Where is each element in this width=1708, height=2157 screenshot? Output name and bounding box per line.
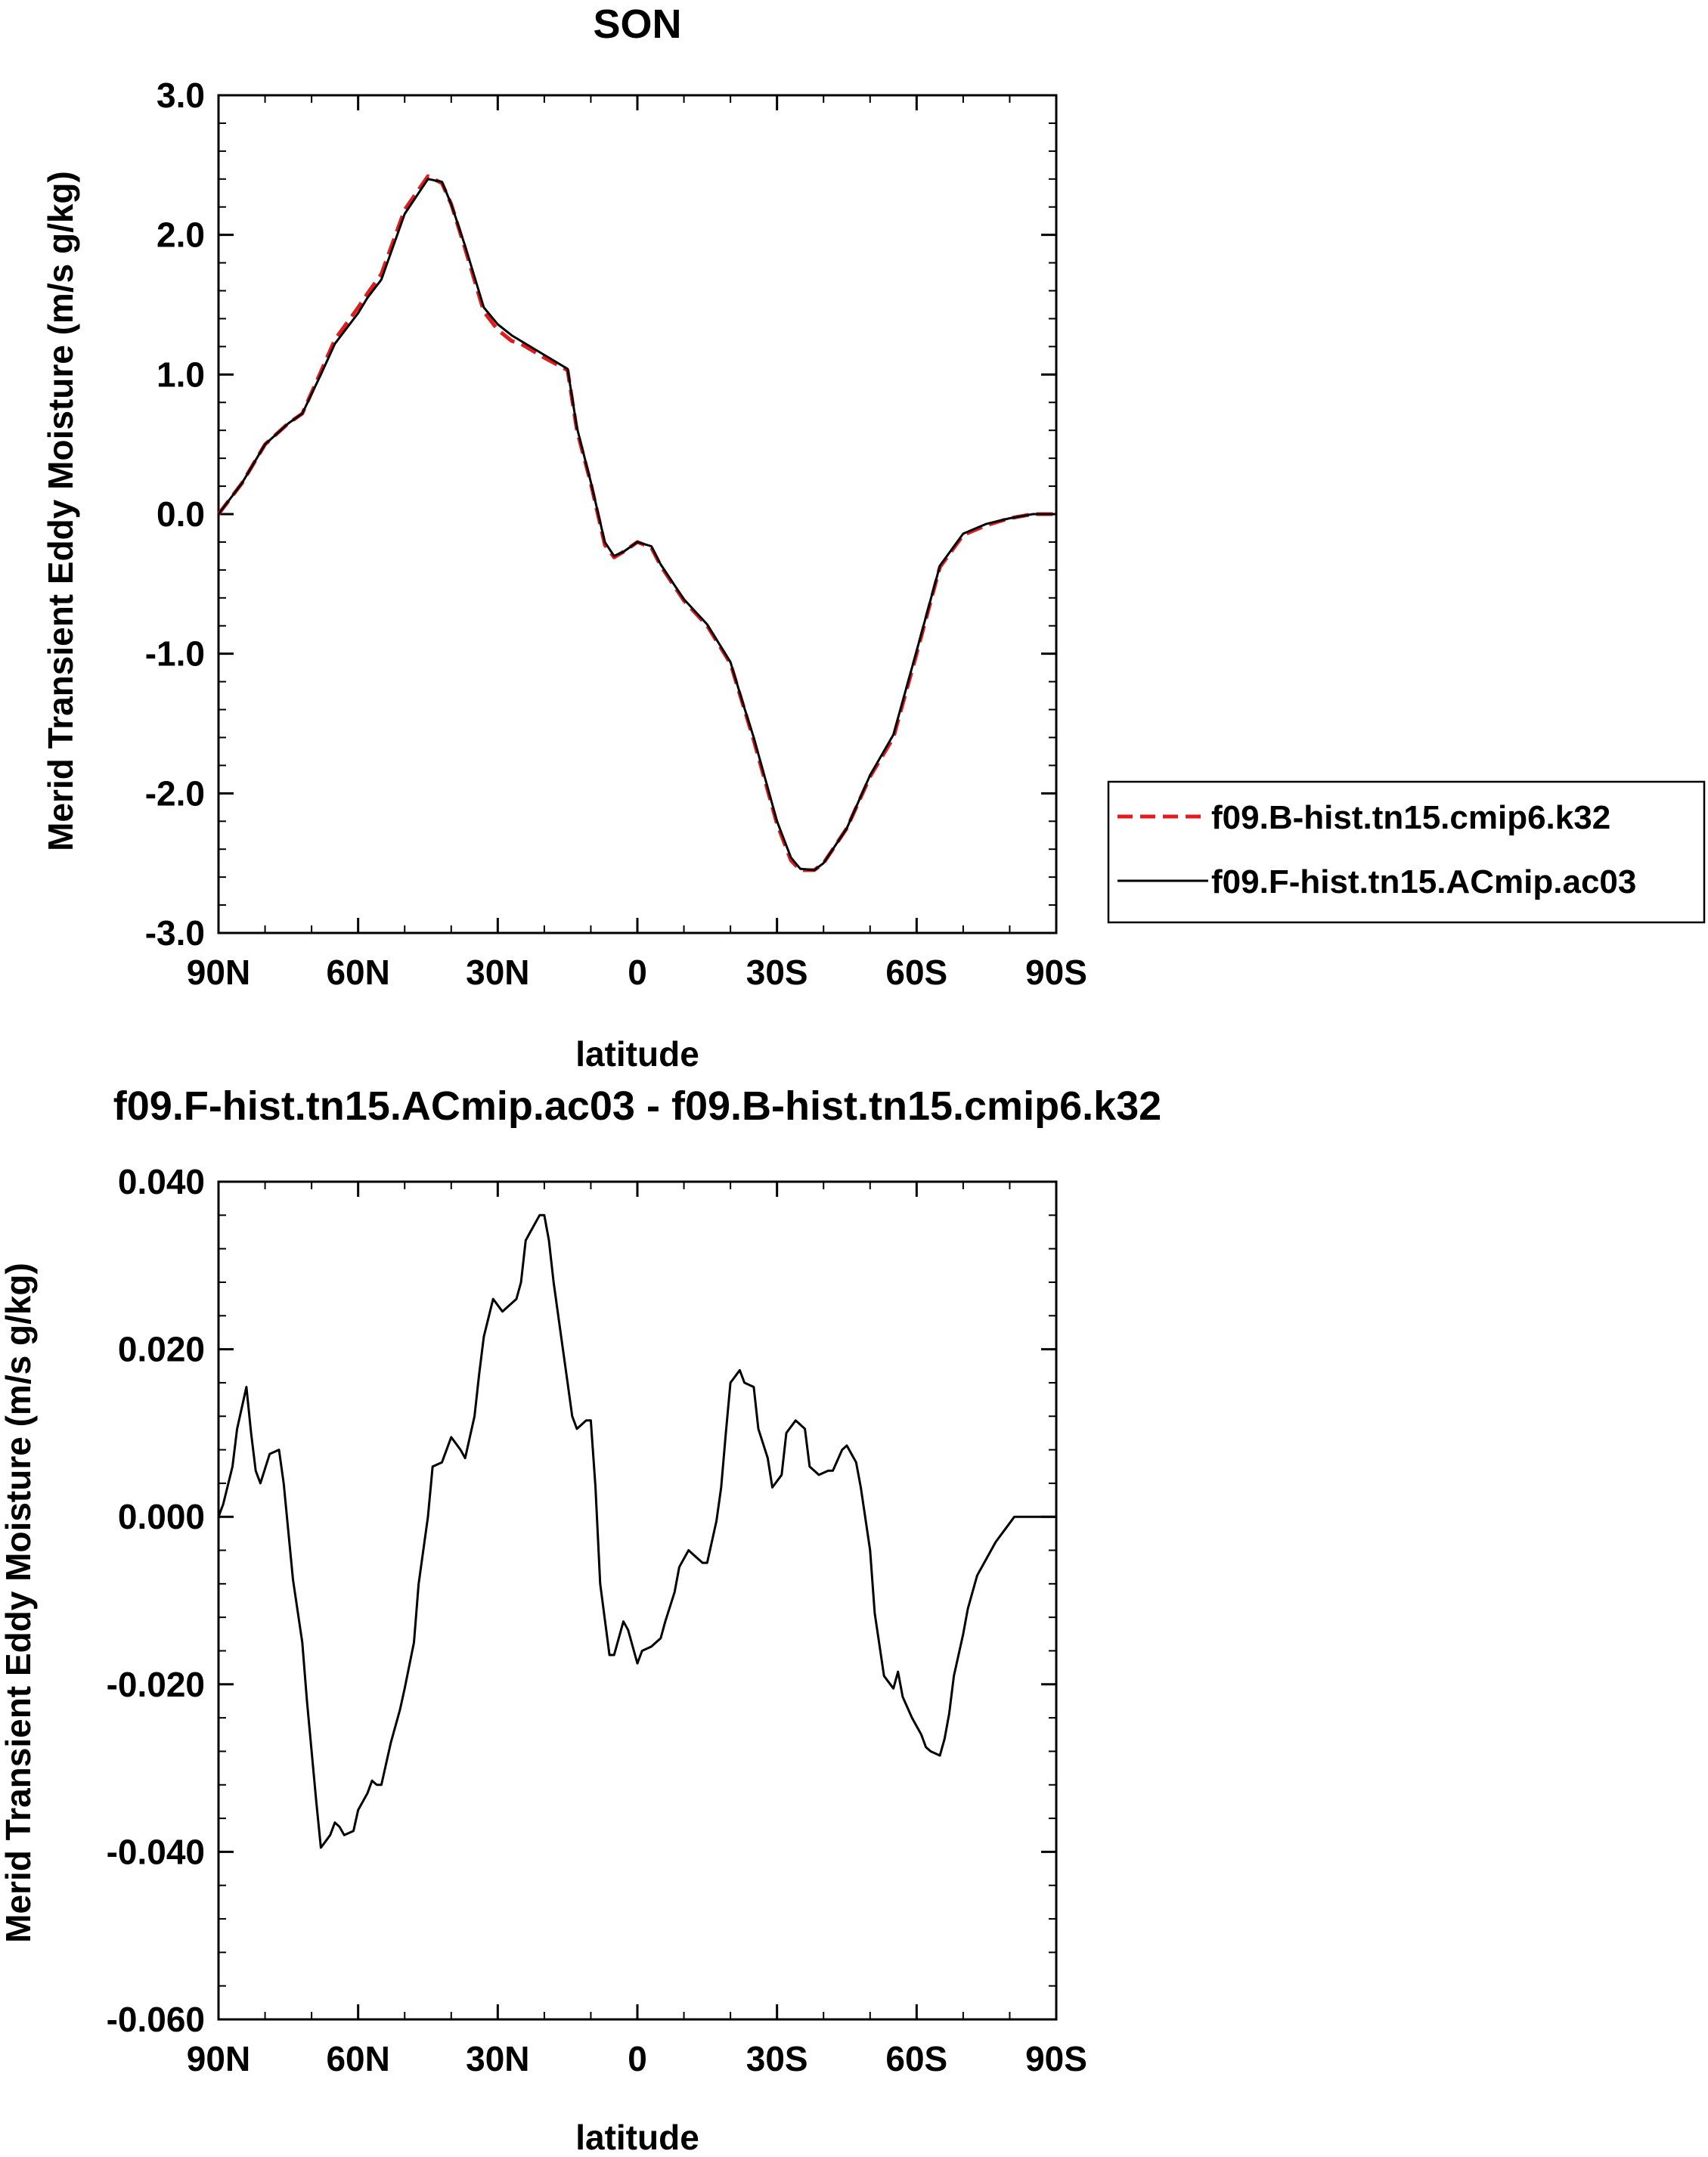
bottom-chart-y-tick-label: -0.060 [107, 2000, 205, 2039]
top-chart-x-axis-label: latitude [575, 1034, 699, 1074]
bottom-chart-x-tick-label: 90N [187, 2039, 250, 2078]
bottom-chart-y-tick-label: 0.040 [118, 1162, 205, 1201]
top-chart-title: SON [593, 2, 681, 47]
bottom-chart-y-axis-label: Merid Transient Eddy Moisture (m/s g/kg) [0, 1263, 38, 1943]
top-chart-y-axis-label: Merid Transient Eddy Moisture (m/s g/kg) [41, 171, 80, 851]
top-chart-x-tick-label: 30N [466, 953, 529, 992]
bottom-chart-x-tick-label: 60N [326, 2039, 389, 2078]
bottom-chart-y-tick-label: -0.020 [107, 1665, 205, 1704]
legend-label-f-hist: f09.F-hist.tn15.ACmip.ac03 [1211, 863, 1636, 900]
top-chart-y-tick-label: -1.0 [145, 634, 205, 674]
bottom-chart: f09.F-hist.tn15.ACmip.ac03 - f09.B-hist.… [0, 1083, 1161, 2157]
top-chart-y-tick-label: 2.0 [157, 215, 205, 255]
top-chart-ticks: 90N 60N 30N 0 30S 60S 90S 3.0 2.0 1.0 0.0 -1.0 -2.0 -… [145, 76, 1087, 992]
top-chart-x-tick-label: 30S [746, 953, 808, 992]
top-chart-x-tick-label: 60N [326, 953, 389, 992]
bottom-chart-ticks: 90N 60N 30N 0 30S 60S 90S 0.040 0.020 0.000 -0.020… [107, 1162, 1087, 2078]
legend-box [1107, 780, 1706, 924]
top-chart-y-tick-label: 0.0 [157, 494, 205, 534]
bottom-chart-y-tick-label: -0.040 [107, 1832, 205, 1871]
top-chart-legend: f09.B-hist.tn15.cmip6.k32 f09.F-hist.tn1… [1107, 780, 1706, 924]
bottom-chart-y-tick-label: 0.020 [118, 1330, 205, 1369]
top-chart-series [217, 174, 1056, 872]
bottom-chart-plot-frame [217, 1180, 1058, 2021]
top-chart: SON Merid Transient Eddy Moisture (m/s g… [41, 2, 1087, 1074]
top-chart-y-tick-label: 3.0 [157, 76, 205, 115]
bottom-chart-x-tick-label: 60S [885, 2039, 947, 2078]
top-chart-series-line-2 [217, 178, 1056, 872]
bottom-chart-x-axis-label: latitude [575, 2118, 699, 2157]
bottom-chart-x-tick-label: 0 [628, 2039, 647, 2078]
top-chart-plot-frame [217, 94, 1058, 934]
bottom-chart-x-tick-label: 30N [466, 2039, 529, 2078]
top-chart-y-tick-label: 1.0 [157, 355, 205, 394]
top-chart-x-tick-label: 60S [885, 953, 947, 992]
top-chart-x-tick-label: 90S [1025, 953, 1087, 992]
bottom-chart-y-tick-label: 0.000 [118, 1497, 205, 1536]
bottom-chart-x-tick-label: 30S [746, 2039, 808, 2078]
top-chart-x-tick-label: 90N [187, 953, 250, 992]
bottom-chart-x-tick-label: 90S [1025, 2039, 1087, 2078]
top-chart-series-line-1 [217, 174, 1056, 872]
bottom-chart-series [217, 1213, 1056, 1849]
top-chart-y-tick-label: -2.0 [145, 773, 205, 813]
bottom-chart-title: f09.F-hist.tn15.ACmip.ac03 - f09.B-hist.… [113, 1083, 1161, 1129]
top-chart-x-tick-label: 0 [628, 953, 647, 992]
bottom-chart-series-line-1 [217, 1213, 1056, 1849]
legend-label-b-hist: f09.B-hist.tn15.cmip6.k32 [1211, 799, 1610, 836]
top-chart-y-tick-label: -3.0 [145, 913, 205, 953]
